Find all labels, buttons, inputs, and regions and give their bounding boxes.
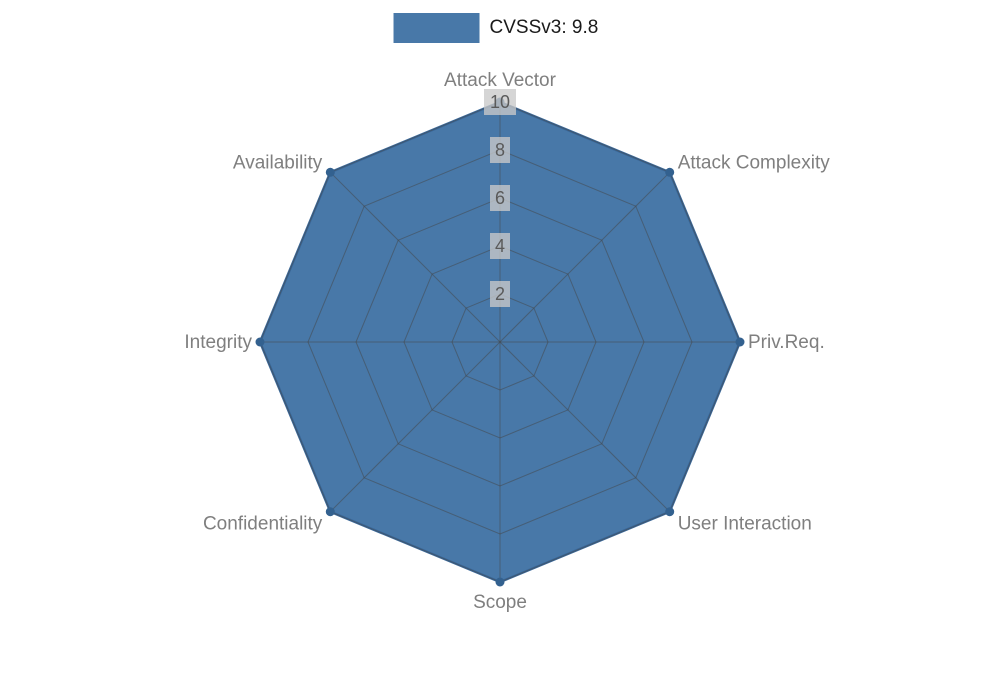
axis-label-user-interaction: User Interaction	[678, 514, 812, 535]
series-marker-2	[735, 337, 745, 347]
tick-label-2: 2	[495, 284, 505, 304]
grid-spoke-1	[499, 171, 671, 343]
tick-box-2	[490, 281, 510, 307]
legend-swatch	[393, 13, 480, 43]
tick-label-8: 8	[495, 140, 505, 160]
series-marker-3	[665, 507, 675, 517]
tick-label-6: 6	[495, 188, 505, 208]
legend: CVSSv3: 9.8	[393, 13, 599, 43]
axis-label-confidentiality: Confidentiality	[203, 514, 323, 535]
tick-box-4	[490, 233, 510, 259]
grid-spoke-3	[499, 341, 671, 513]
tick-label-4: 4	[495, 236, 505, 256]
series-marker-7	[325, 167, 335, 177]
axis-label-availability: Availability	[233, 152, 323, 173]
series-marker-6	[255, 337, 265, 347]
tick-box-10	[484, 89, 516, 115]
axis-label-attack-complexity: Attack Complexity	[678, 152, 831, 173]
axis-label-priv-req: Priv.Req.	[748, 332, 825, 353]
legend-label: CVSSv3: 9.8	[489, 17, 599, 38]
axis-label-scope: Scope	[473, 592, 527, 613]
grid-spoke-7	[329, 171, 501, 343]
axis-label-integrity: Integrity	[184, 332, 252, 353]
tick-label-10: 10	[490, 92, 510, 112]
grid-spoke-5	[329, 341, 501, 513]
axis-label-attack-vector: Attack Vector	[444, 70, 557, 91]
tick-box-8	[490, 137, 510, 163]
series-marker-4	[495, 577, 505, 587]
tick-box-6	[490, 185, 510, 211]
series-marker-1	[665, 167, 675, 177]
series-marker-5	[325, 507, 335, 517]
